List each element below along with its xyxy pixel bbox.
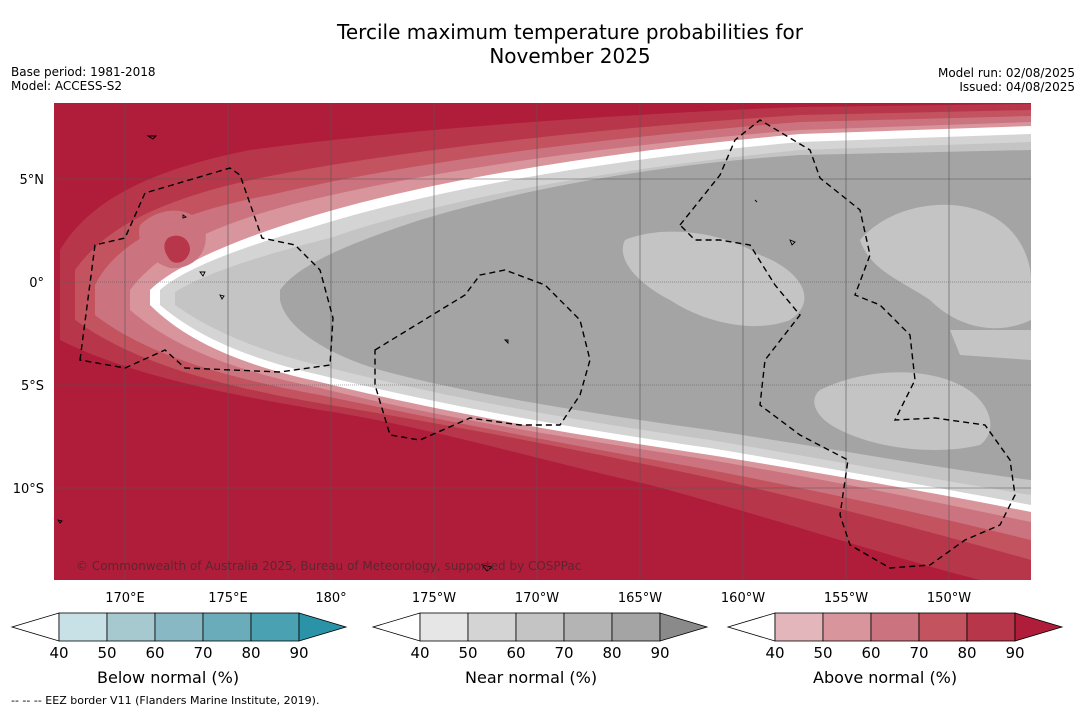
model-name: Model: ACCESS-S2 (11, 79, 123, 93)
island-outlines (56, 135, 796, 572)
colorbar-extend-low (371, 612, 421, 642)
lon-label: 165°W (618, 591, 662, 606)
copyright-text: © Commonwealth of Australia 2025, Bureau… (76, 559, 581, 573)
colorbar-tick-label: 80 (957, 644, 976, 662)
colorbar-tick-label: 50 (458, 644, 477, 662)
colorbar-segment (822, 612, 872, 642)
colorbar-segment (966, 612, 1016, 642)
colorbar-segment (563, 612, 613, 642)
chart-title: Tercile maximum temperature probabilitie… (0, 20, 1085, 68)
field-near-60-patch-4 (950, 330, 1031, 360)
colorbar-tick-label: 90 (650, 644, 669, 662)
colorbar-label-above: Above normal (%) (813, 668, 958, 687)
colorbar-segment (611, 612, 661, 642)
colorbar-tick-label: 60 (145, 644, 164, 662)
lon-label: 170°W (515, 591, 559, 606)
colorbar-tick-label: 40 (765, 644, 784, 662)
colorbar-extend-high (1014, 612, 1064, 642)
colorbar-tick-label: 90 (289, 644, 308, 662)
lat-label: 0° (29, 276, 44, 291)
lon-label: 170°E (105, 591, 145, 606)
lat-label: 5°S (21, 379, 44, 394)
lon-label: 160°W (721, 591, 765, 606)
issued-date: Issued: 04/08/2025 (959, 80, 1075, 94)
field-near-60-patch-1 (622, 231, 805, 327)
colorbar-tick-label: 80 (602, 644, 621, 662)
colorbar-extend-high (659, 612, 709, 642)
lat-label: 5°N (20, 173, 45, 188)
colorbar-segment (918, 612, 968, 642)
colorbar-above-normal: 40 50 60 70 80 90 (726, 612, 1064, 662)
colorbar-label-below: Below normal (%) (97, 668, 240, 687)
colorbar-tick-label: 50 (97, 644, 116, 662)
lon-label: 175°W (412, 591, 456, 606)
colorbar-tick-label: 70 (554, 644, 573, 662)
lon-label: 180° (315, 591, 346, 606)
colorbar-tick-label: 80 (241, 644, 260, 662)
map-field (54, 103, 1031, 580)
colorbar-segment (419, 612, 469, 642)
colorbar-tick-label: 70 (193, 644, 212, 662)
field-near-60-patch-2 (860, 204, 1031, 329)
lat-label: 10°S (13, 482, 44, 497)
colorbar-tick-label: 60 (506, 644, 525, 662)
meta-left: Base period: 1981-2018 Model: ACCESS-S2 (11, 65, 156, 93)
eez-borders (79, 119, 1016, 569)
lon-label: 150°W (927, 591, 971, 606)
colorbar-segment (106, 612, 156, 642)
lon-label: 175°E (208, 591, 248, 606)
colorbar-segment (870, 612, 920, 642)
colorbar-segment (58, 612, 108, 642)
colorbar-segment (467, 612, 517, 642)
field-above-spot-core (164, 235, 190, 263)
colorbar-tick-label: 70 (909, 644, 928, 662)
colorbar-segment (515, 612, 565, 642)
field-near-60-patch-3 (814, 372, 991, 450)
colorbar-near-normal: 40 50 60 70 80 90 (371, 612, 709, 662)
colorbar-label-near: Near normal (%) (465, 668, 598, 687)
meta-right: Model run: 02/08/2025 Issued: 04/08/2025 (938, 66, 1075, 94)
base-period: Base period: 1981-2018 (11, 65, 156, 79)
colorbar-tick-label: 60 (861, 644, 880, 662)
colorbar-below-normal: 40 50 60 70 80 90 (10, 612, 348, 662)
eez-footnote: -- -- -- EEZ border V11 (Flanders Marine… (11, 694, 320, 707)
lon-label: 155°W (824, 591, 868, 606)
colorbar-extend-low (10, 612, 60, 642)
colorbar-segment (250, 612, 300, 642)
latitude-labels: 5°N 0° 5°S 10°S (13, 173, 44, 497)
colorbar-tick-label: 90 (1005, 644, 1024, 662)
colorbar-extend-low (726, 612, 776, 642)
title-line-1: Tercile maximum temperature probabilitie… (337, 20, 803, 44)
colorbar-tick-label: 40 (49, 644, 68, 662)
colorbar-extend-high (298, 612, 348, 642)
gridlines (54, 103, 1031, 580)
colorbar-tick-label: 50 (813, 644, 832, 662)
colorbar-segment (154, 612, 204, 642)
title-line-2: November 2025 (489, 44, 651, 68)
colorbar-segment (774, 612, 824, 642)
longitude-labels: 170°E 175°E 180° 175°W 170°W 165°W 160°W… (105, 591, 971, 606)
colorbar-segment (202, 612, 252, 642)
model-run: Model run: 02/08/2025 (937, 66, 1075, 80)
colorbar-tick-label: 40 (410, 644, 429, 662)
